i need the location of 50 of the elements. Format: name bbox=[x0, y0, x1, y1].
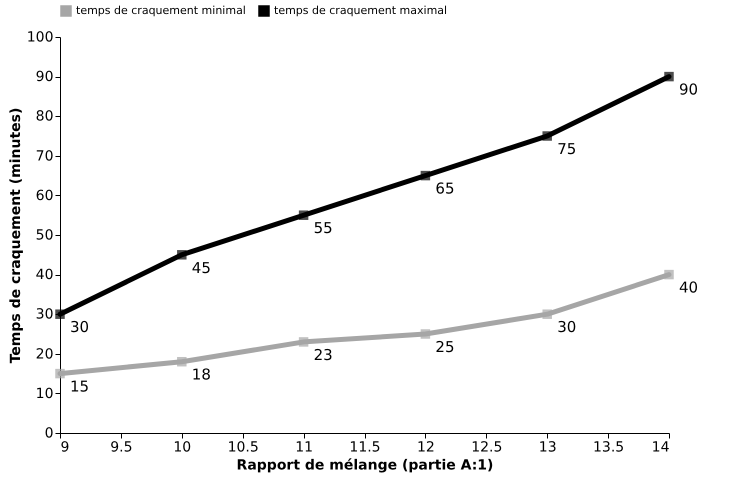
data-label: 30 bbox=[557, 318, 576, 336]
data-label: 90 bbox=[679, 80, 698, 99]
y-tick-label: 20 bbox=[36, 346, 54, 362]
x-tick-label: 12 bbox=[416, 440, 435, 456]
point bbox=[177, 356, 187, 366]
data-label: 15 bbox=[70, 378, 90, 396]
point bbox=[420, 329, 430, 339]
x-tick-label: 12.5 bbox=[471, 440, 502, 456]
point bbox=[55, 368, 65, 378]
y-tick-label: 10 bbox=[36, 386, 54, 402]
legend-label: temps de craquement minimal bbox=[76, 4, 246, 17]
data-label: 30 bbox=[70, 318, 90, 336]
x-axis-title: Rapport de mélange (partie A:1) bbox=[236, 458, 494, 474]
data-label: 65 bbox=[435, 180, 454, 198]
y-tick-label: 50 bbox=[36, 228, 54, 244]
y-axis-title: Temps de craquement (minutes) bbox=[8, 108, 24, 364]
x-tick-label: 10 bbox=[173, 440, 192, 456]
point bbox=[298, 337, 308, 347]
point bbox=[664, 72, 674, 82]
point bbox=[420, 170, 430, 180]
y-tick-label: 60 bbox=[36, 188, 54, 204]
x-tick-label: 13 bbox=[538, 440, 557, 456]
x-tick-label: 14 bbox=[652, 440, 670, 456]
data-label: 75 bbox=[557, 140, 576, 158]
legend-label: temps de craquement maximal bbox=[274, 4, 448, 17]
y-tick-label: 80 bbox=[36, 108, 54, 125]
data-label: 23 bbox=[314, 346, 333, 364]
data-label: 18 bbox=[192, 366, 211, 384]
y-tick-label: 40 bbox=[36, 267, 54, 284]
data-label: 45 bbox=[192, 258, 211, 277]
x-tick-label: 9 bbox=[60, 440, 70, 456]
point bbox=[542, 309, 552, 319]
x-tick-label: 13.5 bbox=[593, 440, 624, 456]
x-tick-label: 10.5 bbox=[228, 440, 259, 456]
data-label: 40 bbox=[679, 278, 698, 297]
x-tick-label: 11.5 bbox=[349, 440, 381, 456]
point bbox=[177, 250, 187, 260]
y-tick-label: 70 bbox=[36, 148, 54, 164]
point bbox=[542, 131, 552, 141]
y-tick-label: 100 bbox=[26, 30, 54, 46]
x-tick-label: 11 bbox=[295, 440, 314, 456]
point bbox=[55, 309, 65, 319]
data-label: 55 bbox=[314, 219, 333, 238]
x-tick-label: 9.5 bbox=[110, 440, 133, 456]
data-label: 25 bbox=[435, 338, 454, 356]
y-tick-label: 30 bbox=[36, 306, 54, 323]
y-tick-label: 0 bbox=[44, 426, 54, 442]
y-tick-label: 90 bbox=[36, 69, 54, 86]
point bbox=[664, 270, 674, 280]
point bbox=[298, 210, 308, 220]
